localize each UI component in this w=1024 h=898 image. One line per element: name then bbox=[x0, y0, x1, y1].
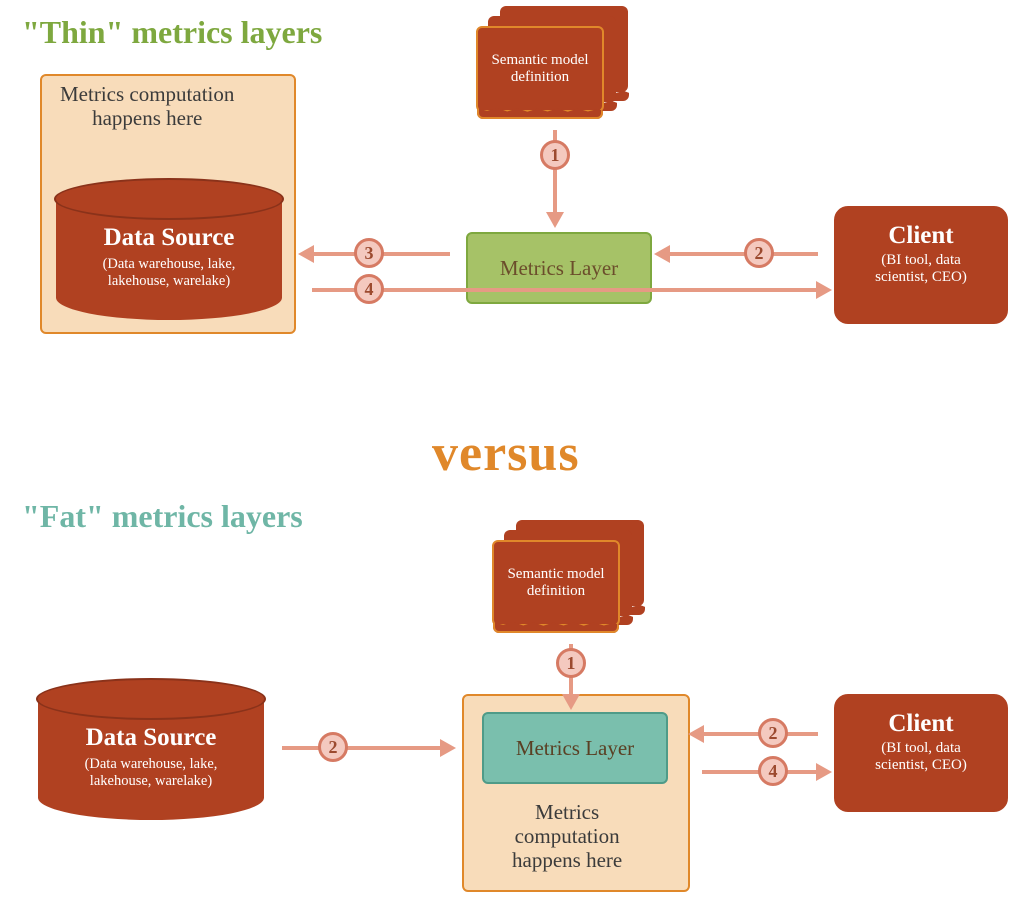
text: Metrics computation bbox=[60, 82, 234, 106]
arrow-datasource-to-metrics bbox=[282, 746, 442, 750]
step-marker: 4 bbox=[758, 756, 788, 786]
fat-semantic-model-docs: Semantic model definition bbox=[492, 520, 644, 630]
diagram-canvas: "Thin" metrics layers versus "Fat" metri… bbox=[0, 0, 1024, 898]
fat-client-box: Client (BI tool, data scientist, CEO) bbox=[834, 694, 1008, 812]
text: (Data warehouse, lake, bbox=[85, 756, 218, 772]
client-title: Client bbox=[836, 710, 1006, 738]
text: lakehouse, warelake) bbox=[90, 773, 212, 789]
cylinder-subtitle: (Data warehouse, lake, lakehouse, warela… bbox=[38, 756, 264, 789]
fat-computation-label: Metrics computation happens here bbox=[512, 800, 622, 872]
fat-data-source-cylinder: Data Source (Data warehouse, lake, lakeh… bbox=[38, 680, 264, 820]
fat-title: "Fat" metrics layers bbox=[22, 498, 303, 535]
doc-page-icon: Semantic model definition bbox=[492, 540, 620, 626]
text: happens here bbox=[92, 106, 202, 130]
thin-metrics-layer-box: Metrics Layer bbox=[466, 232, 652, 304]
step-marker: 2 bbox=[758, 718, 788, 748]
fat-metrics-layer-box: Metrics Layer bbox=[482, 712, 668, 784]
thin-computation-label: Metrics computation happens here bbox=[60, 82, 234, 130]
text: computation bbox=[515, 824, 620, 848]
doc-page-icon: Semantic model definition bbox=[476, 26, 604, 112]
text: definition bbox=[527, 583, 585, 599]
cylinder-title: Data Source bbox=[56, 224, 282, 252]
text: definition bbox=[511, 69, 569, 85]
arrow-client-to-metrics bbox=[668, 252, 818, 256]
thin-title: "Thin" metrics layers bbox=[22, 14, 322, 51]
text: lakehouse, warelake) bbox=[108, 273, 230, 289]
step-marker: 4 bbox=[354, 274, 384, 304]
client-title: Client bbox=[836, 222, 1006, 250]
client-subtitle: (BI tool, data scientist, CEO) bbox=[836, 740, 1006, 775]
step-marker: 3 bbox=[354, 238, 384, 268]
text: Metrics bbox=[535, 800, 599, 824]
text: scientist, CEO) bbox=[875, 757, 967, 773]
text: Semantic model bbox=[507, 566, 604, 582]
client-subtitle: (BI tool, data scientist, CEO) bbox=[836, 252, 1006, 287]
step-marker: 2 bbox=[318, 732, 348, 762]
step-marker: 1 bbox=[540, 140, 570, 170]
text: (Data warehouse, lake, bbox=[103, 256, 236, 272]
text: (BI tool, data bbox=[881, 252, 961, 268]
versus-title: versus bbox=[432, 424, 580, 483]
cylinder-subtitle: (Data warehouse, lake, lakehouse, warela… bbox=[56, 256, 282, 289]
text: scientist, CEO) bbox=[875, 269, 967, 285]
cylinder-title: Data Source bbox=[38, 724, 264, 752]
text: happens here bbox=[512, 848, 622, 872]
step-marker: 1 bbox=[556, 648, 586, 678]
thin-data-source-cylinder: Data Source (Data warehouse, lake, lakeh… bbox=[56, 180, 282, 320]
text: (BI tool, data bbox=[881, 740, 961, 756]
text: Semantic model bbox=[491, 52, 588, 68]
step-marker: 2 bbox=[744, 238, 774, 268]
thin-client-box: Client (BI tool, data scientist, CEO) bbox=[834, 206, 1008, 324]
arrow-datasource-to-client bbox=[312, 288, 818, 292]
thin-semantic-model-docs: Semantic model definition bbox=[476, 6, 628, 116]
